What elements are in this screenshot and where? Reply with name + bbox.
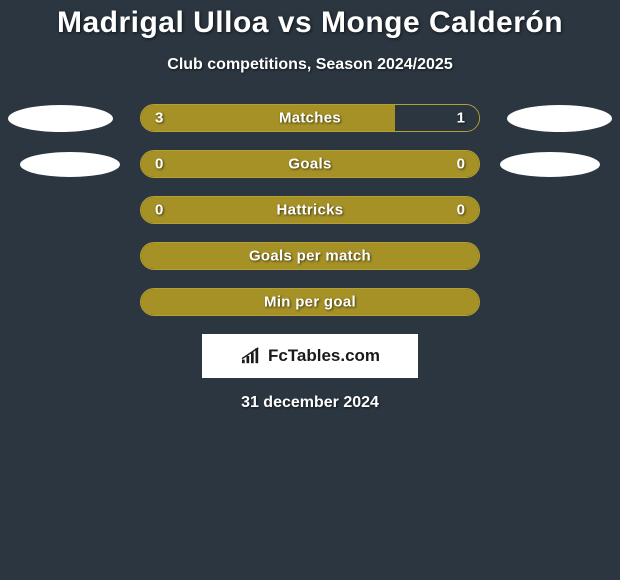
team-badge-right [507,105,612,132]
stat-bar: Goals per match [140,242,480,270]
chart-icon [240,347,262,365]
stat-value-right: 0 [457,156,465,173]
stat-value-right: 1 [457,110,465,127]
stat-rows: 3Matches10Goals00Hattricks0Goals per mat… [0,104,620,316]
team-badge-left [8,105,113,132]
stat-value-right: 0 [457,202,465,219]
stat-bar: Min per goal [140,288,480,316]
comparison-card: Madrigal Ulloa vs Monge Calderón Club co… [0,0,620,412]
stat-row: Min per goal [0,288,620,316]
stat-bar: 0Goals0 [140,150,480,178]
brand-text: FcTables.com [268,346,380,366]
stat-row: 3Matches1 [0,104,620,132]
stat-bar: 3Matches1 [140,104,480,132]
page-title: Madrigal Ulloa vs Monge Calderón [57,6,563,40]
team-badge-left [20,152,120,177]
stat-label: Matches [141,110,479,127]
stat-row: Goals per match [0,242,620,270]
stat-label: Min per goal [141,294,479,311]
stat-row: 0Hattricks0 [0,196,620,224]
stat-row: 0Goals0 [0,150,620,178]
stat-bar: 0Hattricks0 [140,196,480,224]
stat-label: Hattricks [141,202,479,219]
stat-label: Goals per match [141,248,479,265]
date-stamp: 31 december 2024 [241,394,379,412]
subtitle: Club competitions, Season 2024/2025 [167,56,452,74]
stat-label: Goals [141,156,479,173]
brand-logo[interactable]: FcTables.com [202,334,418,378]
team-badge-right [500,152,600,177]
